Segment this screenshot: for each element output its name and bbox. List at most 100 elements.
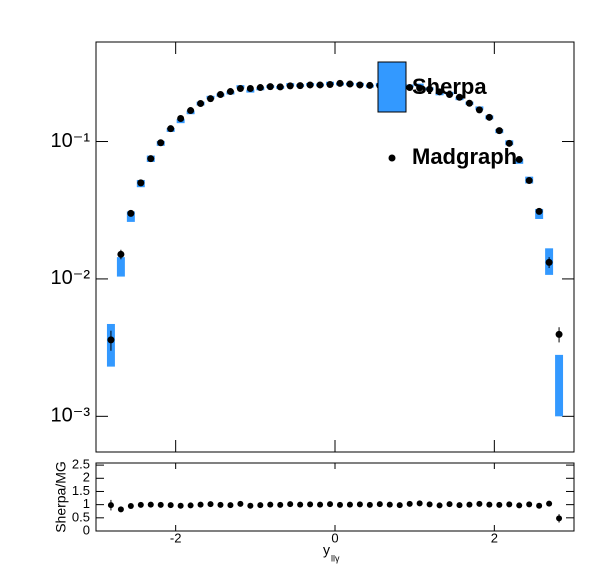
point xyxy=(247,502,254,509)
point xyxy=(366,501,373,508)
point xyxy=(545,258,553,266)
point xyxy=(546,500,553,507)
point xyxy=(486,501,493,508)
point xyxy=(277,501,284,508)
point xyxy=(555,330,563,338)
point xyxy=(416,84,424,92)
point xyxy=(256,84,264,92)
point xyxy=(107,336,115,344)
point xyxy=(386,501,393,508)
point xyxy=(525,177,533,185)
point xyxy=(455,93,463,101)
point xyxy=(356,501,363,508)
point xyxy=(267,501,274,508)
point xyxy=(167,125,175,133)
point xyxy=(197,501,204,508)
point xyxy=(436,502,443,509)
point xyxy=(127,502,134,509)
point xyxy=(356,81,364,89)
point xyxy=(147,501,154,508)
point xyxy=(475,106,483,114)
point xyxy=(127,209,135,217)
error-box xyxy=(555,354,564,417)
y-tick-label: 1.5 xyxy=(72,483,90,498)
point xyxy=(167,502,174,509)
point xyxy=(287,501,294,508)
error-box xyxy=(116,257,125,277)
point xyxy=(226,88,234,96)
point xyxy=(436,88,444,96)
point xyxy=(107,502,114,509)
point xyxy=(485,113,493,121)
y-tick-label: 0.5 xyxy=(72,509,90,524)
point xyxy=(246,85,254,93)
y-tick-label: 10⁻³ xyxy=(51,405,91,427)
point xyxy=(446,90,454,98)
legend-swatch xyxy=(377,61,407,113)
point xyxy=(117,250,125,258)
y-tick-label: 10⁻² xyxy=(51,267,91,289)
point xyxy=(137,501,144,508)
x-tick-label: 0 xyxy=(331,530,338,545)
point xyxy=(327,501,334,508)
point xyxy=(157,501,164,508)
point xyxy=(366,81,374,89)
point xyxy=(526,501,533,508)
point xyxy=(207,501,214,508)
point xyxy=(516,502,523,509)
legend-swatch xyxy=(388,154,396,162)
point xyxy=(296,82,304,90)
point xyxy=(446,501,453,508)
legend-label: Madgraph xyxy=(412,144,517,169)
point xyxy=(426,85,434,93)
x-axis-label: y xyxy=(323,542,330,558)
point xyxy=(536,502,543,509)
point xyxy=(556,515,563,522)
point xyxy=(157,139,165,147)
point xyxy=(216,90,224,98)
point xyxy=(117,506,124,513)
point xyxy=(316,81,324,89)
point xyxy=(257,502,264,509)
point xyxy=(317,501,324,508)
x-tick-label: -2 xyxy=(170,530,182,545)
y-tick-label: 2 xyxy=(83,470,90,485)
point xyxy=(396,502,403,509)
point xyxy=(266,83,274,91)
y-tick-label: 1 xyxy=(83,496,90,511)
legend-label: Sherpa xyxy=(412,74,487,99)
point xyxy=(406,84,414,92)
point xyxy=(217,501,224,508)
point xyxy=(187,502,194,509)
point xyxy=(495,127,503,135)
point xyxy=(207,95,215,103)
x-axis-label-sub: llγ xyxy=(331,553,340,563)
point xyxy=(227,502,234,509)
point xyxy=(496,501,503,508)
y-tick-label: 10⁻¹ xyxy=(51,130,91,152)
point xyxy=(476,500,483,507)
point xyxy=(346,80,354,88)
point xyxy=(416,500,423,507)
point xyxy=(187,107,195,115)
point xyxy=(336,79,344,87)
x-tick-label: 2 xyxy=(491,530,498,545)
point xyxy=(376,501,383,508)
y-axis-label: Sherpa/MG xyxy=(53,461,69,533)
point xyxy=(456,502,463,509)
point xyxy=(336,501,343,508)
point xyxy=(515,155,523,163)
point xyxy=(535,207,543,215)
point xyxy=(276,83,284,91)
point xyxy=(147,155,155,163)
point xyxy=(297,501,304,508)
point xyxy=(306,81,314,89)
point xyxy=(197,100,205,108)
point xyxy=(177,502,184,509)
y-tick-label: 0 xyxy=(83,522,90,537)
point xyxy=(286,82,294,90)
point xyxy=(237,500,244,507)
point xyxy=(177,115,185,123)
